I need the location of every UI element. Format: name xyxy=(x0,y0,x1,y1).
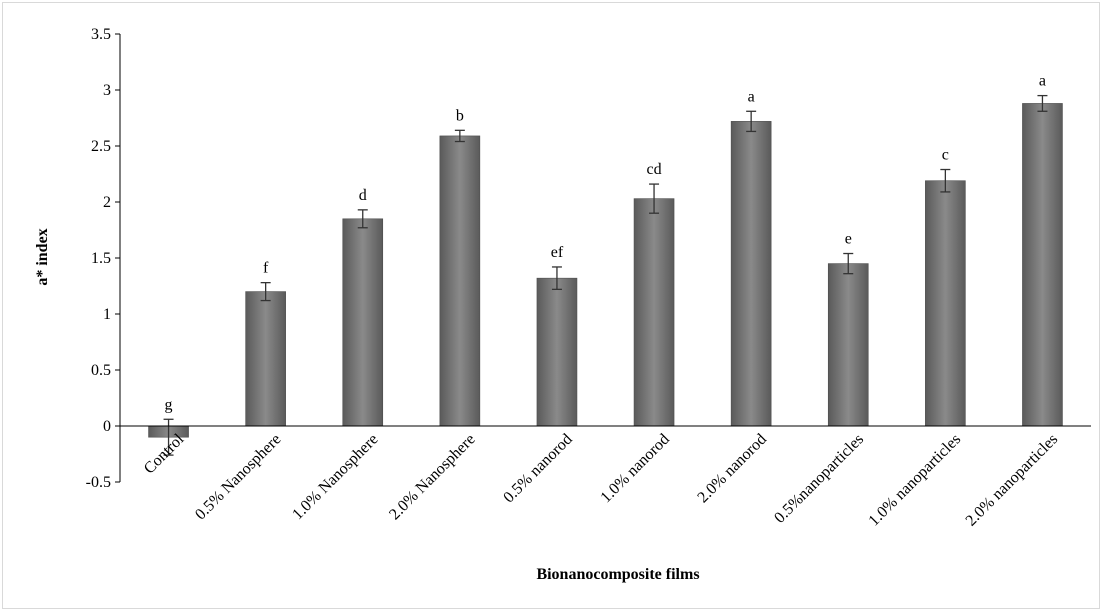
significance-label: c xyxy=(942,147,949,164)
significance-label: d xyxy=(359,187,367,204)
bar xyxy=(730,121,772,427)
bar xyxy=(1022,103,1063,427)
category-label: 2.0% nanoparticles xyxy=(963,431,1062,530)
category-label: 1.0% nanoparticles xyxy=(865,431,964,530)
bar xyxy=(245,291,286,427)
x-axis-title: Bionanocomposite films xyxy=(536,566,699,583)
bar xyxy=(536,277,578,427)
significance-label: ef xyxy=(551,244,564,261)
y-tick-label: 1.5 xyxy=(91,250,111,267)
bar-chart: -0.5 0 0.5 1 1.5 2 2.5 3 3.5 g f d b ef cd a e c a Contro… xyxy=(34,26,1091,583)
significance-label: a xyxy=(1039,73,1046,90)
y-tick-label: 2 xyxy=(103,194,111,211)
category-label: 0.5%nanoparticles xyxy=(771,431,867,527)
bar xyxy=(439,135,481,427)
bar xyxy=(342,218,384,427)
bars: g f d b ef cd a e c a xyxy=(148,73,1063,456)
y-axis-title: a* index xyxy=(34,228,51,285)
category-label: 0.5% Nanosphere xyxy=(192,431,284,523)
y-tick-label: -0.5 xyxy=(86,474,111,491)
y-tick-label: 3.5 xyxy=(91,26,111,43)
significance-label: f xyxy=(263,260,269,277)
significance-label: e xyxy=(845,231,852,248)
y-tick-label: 0 xyxy=(103,418,111,435)
category-label: 1.0% Nanosphere xyxy=(289,431,381,523)
significance-label: a xyxy=(748,88,755,105)
category-label: 2.0% Nanosphere xyxy=(386,431,478,523)
category-label: 1.0% nanorod xyxy=(597,431,672,506)
bar xyxy=(633,198,675,427)
y-axis: -0.5 0 0.5 1 1.5 2 2.5 3 3.5 xyxy=(86,26,121,491)
bar xyxy=(925,180,966,427)
y-tick-label: 1 xyxy=(103,306,111,323)
y-tick-label: 3 xyxy=(103,82,111,99)
y-tick-label: 0.5 xyxy=(91,362,111,379)
category-labels: Control 0.5% Nanosphere 1.0% Nanosphere 2.0… xyxy=(141,430,1061,529)
significance-label: b xyxy=(456,107,464,124)
y-tick-label: 2.5 xyxy=(91,138,111,155)
category-label: 2.0% nanorod xyxy=(694,431,769,506)
category-label: 0.5% nanorod xyxy=(500,431,575,506)
significance-label: g xyxy=(165,396,173,413)
bar xyxy=(827,263,869,427)
significance-label: cd xyxy=(646,161,661,178)
